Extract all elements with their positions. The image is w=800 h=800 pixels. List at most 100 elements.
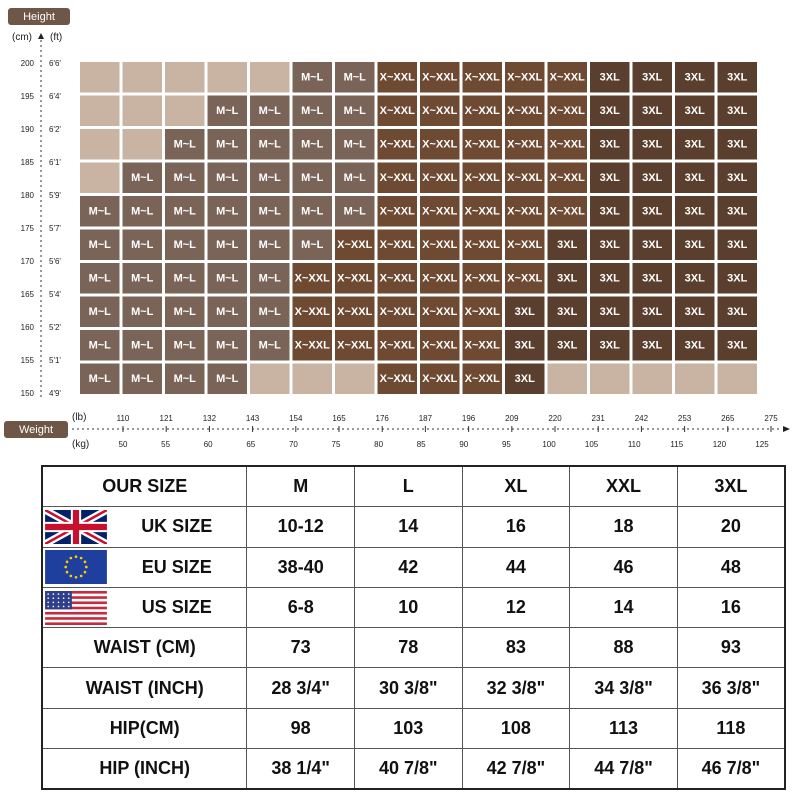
size-cell-label: X~XXL <box>507 105 542 117</box>
empty-cell <box>80 62 120 93</box>
size-cell <box>675 263 715 294</box>
size-cell-label: M~L <box>89 272 112 284</box>
region-size-label: US SIZE <box>141 597 212 618</box>
size-cell <box>420 62 460 93</box>
size-cell <box>165 263 205 294</box>
size-cell <box>717 196 757 227</box>
size-cell-label: M~L <box>216 239 239 251</box>
size-cell-label: X~XXL <box>507 239 542 251</box>
size-cell-label: 3XL <box>515 373 535 385</box>
weight-unit-lb: (lb) <box>72 412 86 423</box>
size-cell-label: M~L <box>301 71 324 83</box>
size-cell <box>420 95 460 126</box>
size-cell-label: 3XL <box>557 339 577 351</box>
height-tick-ft: 5'1' <box>49 356 61 365</box>
size-cell <box>377 229 417 260</box>
size-cell-label: 3XL <box>600 205 620 217</box>
size-cell <box>632 62 672 93</box>
size-cell <box>250 95 290 126</box>
size-cell <box>335 162 375 193</box>
size-cell-label: X~XXL <box>380 272 415 284</box>
size-cell <box>335 330 375 361</box>
weight-tick-kg: 55 <box>161 440 170 449</box>
size-cell-label: M~L <box>216 306 239 318</box>
size-cell-label: M~L <box>131 373 154 385</box>
size-cell <box>335 296 375 327</box>
size-cell-label: 3XL <box>685 71 705 83</box>
chart-grid: M~L M~L X~XXL X~XXL X~XXL X~XXL X~XXL 3XL 3XL 3XL… <box>80 62 757 394</box>
size-cell <box>122 330 162 361</box>
empty-cell <box>80 129 120 160</box>
size-cell <box>377 129 417 160</box>
size-cell-label: 3XL <box>685 272 705 284</box>
weight-tick-lb: 176 <box>376 414 390 423</box>
size-cell <box>675 62 715 93</box>
empty-cell <box>250 363 290 394</box>
weight-tick-kg: 85 <box>417 440 426 449</box>
size-cell-label: X~XXL <box>550 205 585 217</box>
size-value-cell: 10 <box>354 586 463 629</box>
measurement-value-cell: 98 <box>246 707 355 750</box>
size-cell <box>165 162 205 193</box>
size-cell <box>547 196 587 227</box>
size-cell-label: M~L <box>259 138 282 150</box>
height-tick-cm: 200 <box>21 59 35 68</box>
weight-tick-kg: 100 <box>542 440 556 449</box>
weight-tick-lb: 231 <box>592 414 606 423</box>
size-cell <box>250 196 290 227</box>
size-cell-label: X~XXL <box>507 205 542 217</box>
size-cell-label: 3XL <box>642 138 662 150</box>
size-cell-label: 3XL <box>685 339 705 351</box>
size-cell-label: 3XL <box>600 71 620 83</box>
measurement-value-cell: 46 7/8" <box>676 748 786 790</box>
size-cell <box>207 296 247 327</box>
size-value-cell: 14 <box>569 586 678 629</box>
size-cell <box>335 95 375 126</box>
size-cell-label: M~L <box>174 172 197 184</box>
size-cell-label: M~L <box>301 205 324 217</box>
weight-tick-lb: 132 <box>203 414 217 423</box>
weight-tick-lb: 265 <box>721 414 735 423</box>
size-cell <box>505 62 545 93</box>
size-cell-label: X~XXL <box>295 306 330 318</box>
weight-tick-lb: 275 <box>764 414 778 423</box>
size-cell-label: M~L <box>174 373 197 385</box>
size-cell <box>462 363 502 394</box>
size-cell <box>632 330 672 361</box>
size-cell-label: M~L <box>259 172 282 184</box>
size-cell-label: 3XL <box>727 272 747 284</box>
size-cell-label: 3XL <box>600 172 620 184</box>
size-cell <box>335 62 375 93</box>
size-cell-label: 3XL <box>685 205 705 217</box>
size-cell-label: X~XXL <box>422 373 457 385</box>
size-value-cell: 38-40 <box>246 546 355 588</box>
size-cell-label: X~XXL <box>465 239 500 251</box>
region-size-cell: UK SIZE <box>41 506 248 548</box>
size-cell-label: M~L <box>344 138 367 150</box>
height-tick-cm: 190 <box>21 125 35 134</box>
height-tick-cm: 150 <box>21 389 35 398</box>
size-cell <box>547 162 587 193</box>
size-cell <box>590 162 630 193</box>
height-tick-cm: 180 <box>21 191 35 200</box>
empty-cell <box>547 363 587 394</box>
size-cell <box>250 229 290 260</box>
size-cell <box>717 62 757 93</box>
size-cell-label: 3XL <box>600 339 620 351</box>
height-tick-ft: 6'1' <box>49 158 61 167</box>
size-column-header: XXL <box>569 465 678 508</box>
measurement-value-cell: 40 7/8" <box>354 748 463 790</box>
size-cell-label: 3XL <box>685 172 705 184</box>
size-cell-label: M~L <box>89 339 112 351</box>
size-cell-label: X~XXL <box>337 272 372 284</box>
size-cell <box>590 330 630 361</box>
size-value-cell: 14 <box>354 506 463 548</box>
size-cell-label: X~XXL <box>337 339 372 351</box>
height-tick-ft: 5'4' <box>49 290 61 299</box>
size-cell-label: X~XXL <box>507 272 542 284</box>
weight-tick-lb: 154 <box>289 414 303 423</box>
size-cell-label: 3XL <box>727 71 747 83</box>
size-cell-label: M~L <box>344 205 367 217</box>
size-cell <box>420 129 460 160</box>
size-cell <box>292 229 332 260</box>
